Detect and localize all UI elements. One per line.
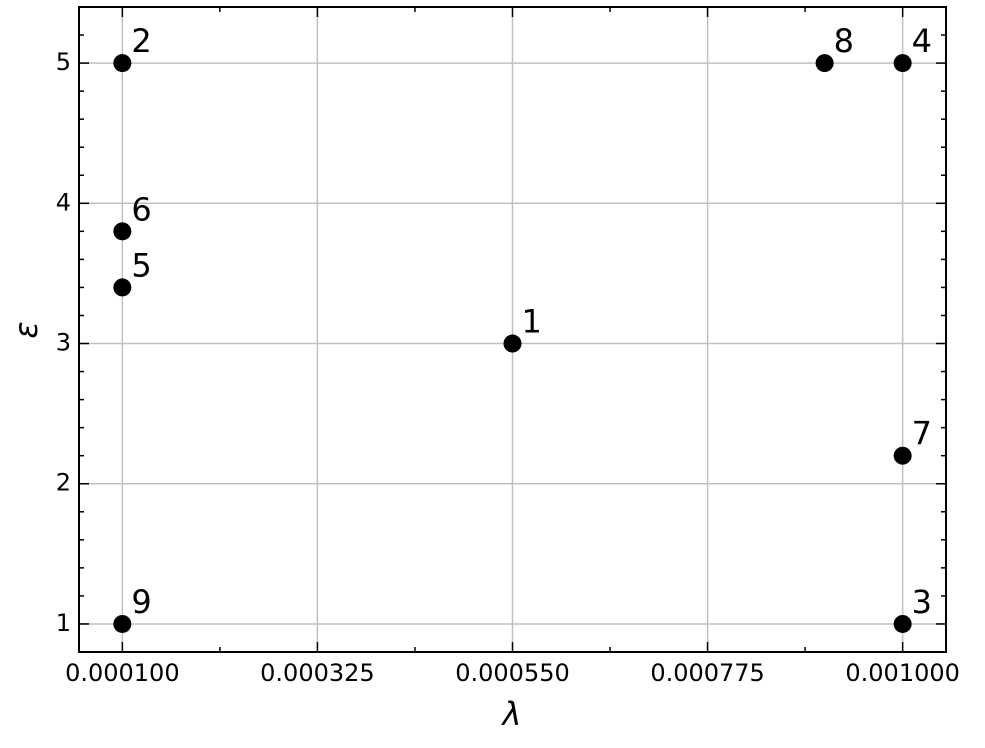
point-label: 3 [912, 583, 932, 621]
x-tick-label: 0.001000 [845, 659, 960, 687]
point [113, 614, 132, 633]
point-label: 1 [522, 303, 542, 341]
x-tick-label: 0.000550 [455, 659, 570, 687]
point [113, 54, 132, 73]
point-label: 2 [131, 22, 151, 60]
point [113, 222, 132, 241]
plot-frame [78, 6, 947, 653]
point-label: 6 [131, 190, 151, 228]
x-tick-label: 0.000775 [650, 659, 765, 687]
y-tick-label: 5 [56, 48, 71, 76]
point [113, 278, 132, 297]
point [893, 54, 912, 73]
x-tick-label: 0.000325 [260, 659, 375, 687]
point-label: 7 [912, 415, 932, 453]
y-tick-label: 3 [56, 329, 71, 357]
y-tick-label: 1 [56, 609, 71, 637]
point-label: 5 [131, 246, 151, 284]
point [815, 54, 834, 73]
point-label: 4 [912, 22, 932, 60]
x-tick-label: 0.000100 [65, 659, 180, 687]
y-tick-label: 2 [56, 469, 71, 497]
point [503, 334, 522, 353]
x-axis-label: λ [501, 695, 522, 733]
y-axis-label: ε [7, 321, 45, 338]
point [893, 446, 912, 465]
point-label: 8 [834, 22, 854, 60]
y-tick-label: 4 [56, 188, 71, 216]
point [893, 614, 912, 633]
point-label: 9 [131, 583, 151, 621]
